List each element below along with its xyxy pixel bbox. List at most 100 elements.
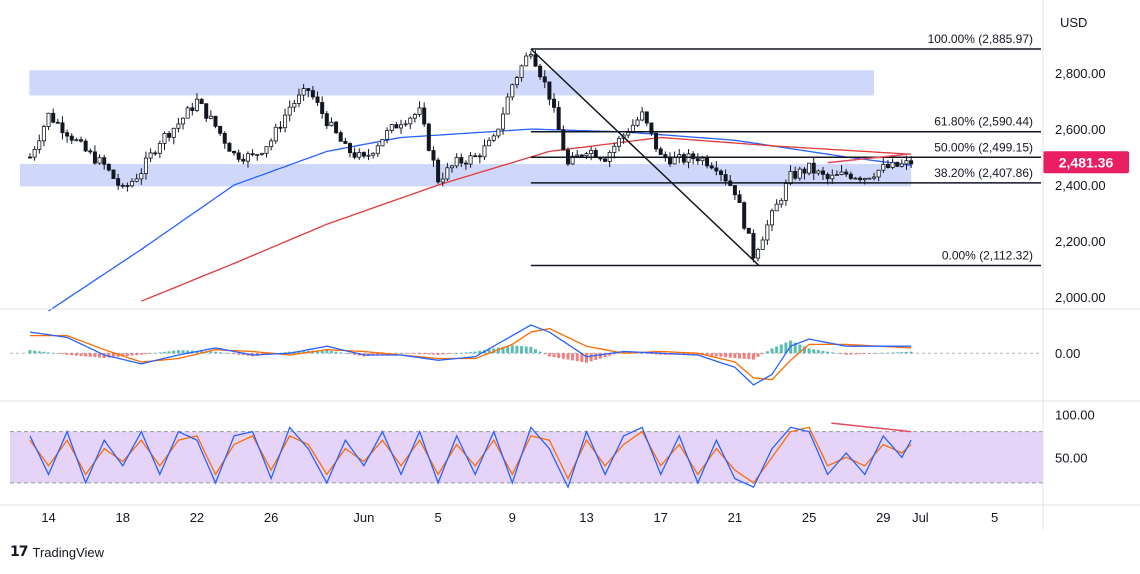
- tradingview-logo-icon: 17: [10, 544, 29, 560]
- macd-histogram-bar: [135, 353, 139, 356]
- candle-body: [477, 155, 482, 158]
- macd-histogram-bar: [325, 350, 329, 354]
- macd-pane: [10, 324, 1043, 386]
- candle-body: [51, 112, 56, 123]
- candle-body: [232, 150, 237, 154]
- macd-histogram-bar: [459, 352, 463, 354]
- candle-body: [310, 90, 315, 98]
- candle-body: [171, 127, 176, 138]
- candle-body: [603, 158, 608, 162]
- candle-body: [37, 140, 42, 150]
- macd-histogram-bar: [320, 350, 324, 354]
- candle-body: [695, 158, 700, 162]
- candle-body: [259, 152, 264, 155]
- stochastic-tick-label: 100.00: [1055, 408, 1095, 423]
- macd-histogram-bar: [473, 351, 477, 354]
- candle-body: [528, 54, 533, 57]
- candle-body: [524, 55, 529, 67]
- macd-histogram-bar: [316, 350, 320, 354]
- fib-level-label: 0.00% (2,112.32): [942, 249, 1033, 263]
- candle-body: [181, 117, 186, 125]
- macd-histogram-bar: [65, 353, 69, 355]
- candle-body: [65, 132, 70, 137]
- macd-histogram-bar: [158, 352, 162, 354]
- macd-histogram-bar: [121, 353, 125, 357]
- macd-histogram-bar: [826, 351, 830, 354]
- candle-body: [890, 161, 895, 168]
- candle-body: [853, 177, 858, 180]
- macd-histogram-bar: [853, 353, 857, 355]
- macd-histogram-bar: [218, 352, 222, 354]
- candle-body: [542, 76, 547, 83]
- candle-body: [283, 114, 288, 129]
- macd-histogram-bar: [200, 351, 204, 354]
- macd-histogram-bar: [223, 352, 227, 354]
- candle-body: [185, 107, 190, 119]
- macd-histogram-bar: [28, 350, 32, 354]
- macd-histogram-bar: [622, 351, 626, 354]
- candle-body: [454, 157, 459, 167]
- macd-histogram-bar: [770, 348, 774, 354]
- candle-body: [589, 149, 594, 155]
- macd-histogram-bar: [394, 353, 398, 354]
- candle-body: [552, 98, 557, 108]
- candle-body: [839, 171, 844, 175]
- candle-body: [204, 103, 209, 119]
- candle-body: [440, 178, 445, 183]
- candle-body: [774, 203, 779, 212]
- macd-histogram-bar: [162, 351, 166, 354]
- macd-histogram-bar: [445, 353, 449, 355]
- candle-body: [125, 185, 130, 187]
- macd-histogram-bar: [153, 353, 157, 354]
- candle-body: [190, 107, 195, 111]
- candle-body: [245, 153, 250, 162]
- candle-body: [398, 124, 403, 129]
- macd-histogram-bar: [506, 346, 510, 354]
- last-price-badge: [1043, 151, 1129, 174]
- candle-body: [612, 145, 617, 153]
- macd-histogram-bar: [88, 353, 92, 357]
- macd-histogram-bar: [214, 351, 217, 354]
- time-tick-label: 14: [41, 510, 55, 525]
- macd-histogram-bar: [640, 353, 644, 354]
- candle-body: [561, 129, 566, 151]
- candle-body: [338, 132, 343, 142]
- macd-histogram-bar: [149, 353, 153, 354]
- candle-body: [649, 122, 654, 134]
- currency-label: USD: [1060, 15, 1087, 30]
- candle-body: [27, 156, 32, 159]
- macd-histogram-bar: [144, 353, 148, 355]
- macd-histogram-bar: [74, 353, 78, 356]
- macd-histogram-bar: [594, 353, 598, 360]
- price-tick-label: 2,000.00: [1055, 290, 1106, 305]
- candle-body: [334, 121, 339, 134]
- macd-histogram-bar: [334, 351, 338, 354]
- macd-histogram-bar: [881, 353, 885, 354]
- macd-histogram-bar: [172, 350, 176, 354]
- macd-histogram-bar: [93, 353, 97, 358]
- candle-body: [691, 153, 696, 160]
- candle-body: [899, 163, 904, 167]
- price-axis: 2,481.36 USD 2,000.00 2,200.00 2,400.00 2,600…: [1043, 15, 1129, 465]
- tradingview-footer[interactable]: 17 TradingView: [10, 544, 104, 560]
- macd-histogram-bar: [339, 352, 343, 354]
- candle-body: [218, 125, 223, 134]
- time-tick-label: Jul: [912, 510, 929, 525]
- macd-histogram-bar: [186, 350, 190, 354]
- support-resistance-zone: [20, 164, 912, 187]
- stochastic-d-line: [29, 426, 912, 484]
- candle-body: [213, 115, 218, 127]
- macd-histogram-bar: [496, 347, 500, 354]
- macd-histogram-bar: [849, 353, 853, 355]
- price-tick-label: 2,600.00: [1055, 122, 1106, 137]
- macd-histogram-bar: [116, 353, 120, 357]
- macd-histogram-bar: [469, 352, 473, 354]
- macd-histogram-bar: [376, 353, 380, 356]
- stochastic-k-line: [29, 426, 912, 489]
- macd-histogram-bar: [617, 353, 621, 354]
- candle-body: [904, 160, 909, 165]
- candle-body: [723, 174, 728, 182]
- candle-body: [389, 124, 394, 131]
- candle-body: [496, 128, 501, 137]
